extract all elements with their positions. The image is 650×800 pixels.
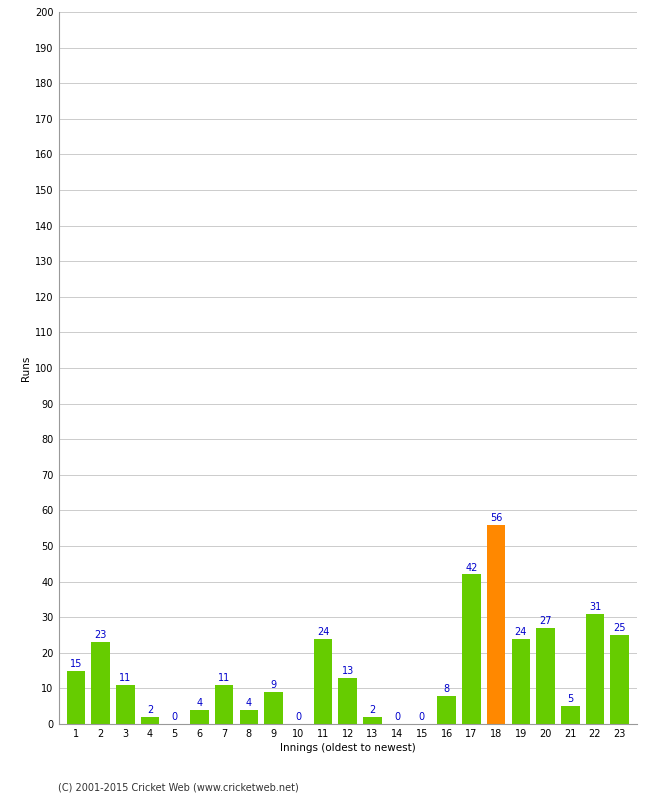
Text: 4: 4: [246, 698, 252, 708]
Bar: [363, 717, 382, 724]
Bar: [536, 628, 555, 724]
Text: 0: 0: [394, 712, 400, 722]
Y-axis label: Runs: Runs: [21, 355, 31, 381]
Text: 9: 9: [270, 680, 277, 690]
Text: 8: 8: [443, 684, 450, 694]
Bar: [512, 638, 530, 724]
Bar: [314, 638, 332, 724]
Bar: [610, 635, 629, 724]
Text: 25: 25: [614, 623, 626, 634]
Bar: [586, 614, 604, 724]
Bar: [140, 717, 159, 724]
Bar: [339, 678, 357, 724]
Text: 24: 24: [317, 626, 329, 637]
Text: 24: 24: [515, 626, 527, 637]
X-axis label: Innings (oldest to newest): Innings (oldest to newest): [280, 743, 415, 753]
Text: 0: 0: [419, 712, 425, 722]
Text: 27: 27: [540, 616, 552, 626]
Bar: [462, 574, 480, 724]
Text: 2: 2: [147, 705, 153, 715]
Text: 56: 56: [490, 513, 502, 523]
Text: 5: 5: [567, 694, 573, 705]
Bar: [66, 670, 85, 724]
Text: 11: 11: [218, 673, 230, 683]
Text: 15: 15: [70, 659, 82, 669]
Bar: [487, 525, 505, 724]
Text: (C) 2001-2015 Cricket Web (www.cricketweb.net): (C) 2001-2015 Cricket Web (www.cricketwe…: [58, 782, 299, 792]
Text: 0: 0: [295, 712, 302, 722]
Text: 11: 11: [119, 673, 131, 683]
Bar: [91, 642, 110, 724]
Text: 4: 4: [196, 698, 203, 708]
Text: 23: 23: [94, 630, 107, 640]
Bar: [437, 695, 456, 724]
Text: 42: 42: [465, 562, 478, 573]
Text: 0: 0: [172, 712, 177, 722]
Bar: [265, 692, 283, 724]
Text: 13: 13: [342, 666, 354, 676]
Text: 2: 2: [369, 705, 376, 715]
Bar: [240, 710, 258, 724]
Bar: [215, 685, 233, 724]
Bar: [116, 685, 135, 724]
Bar: [190, 710, 209, 724]
Text: 31: 31: [589, 602, 601, 612]
Bar: [561, 706, 580, 724]
